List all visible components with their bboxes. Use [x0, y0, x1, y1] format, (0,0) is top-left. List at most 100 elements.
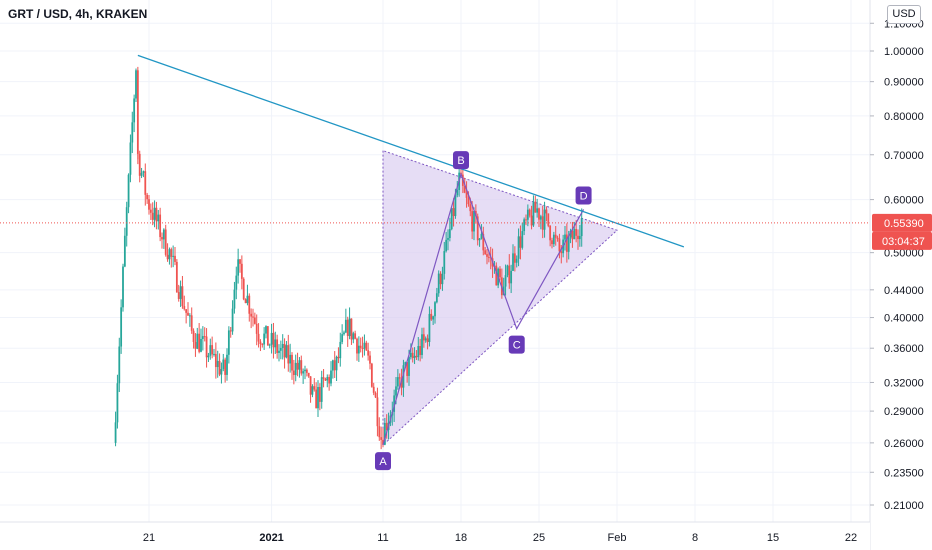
candle-body	[248, 295, 251, 314]
candle-body	[471, 211, 474, 232]
candle-body	[196, 333, 199, 349]
candle-body	[229, 330, 232, 332]
candle-body	[506, 265, 509, 276]
candle-body	[450, 208, 453, 230]
candle-body	[380, 437, 383, 440]
pattern-label-d: D	[580, 190, 588, 202]
candle-body	[415, 355, 418, 358]
price-tick-label: 0.40000	[884, 313, 924, 325]
candle-body	[469, 204, 472, 212]
harmonic-pattern-lines	[382, 172, 585, 446]
time-tick-label: 11	[377, 532, 388, 544]
candle-body	[443, 251, 446, 274]
candle-body	[317, 387, 319, 409]
candle-body	[448, 229, 451, 238]
candle-body	[406, 362, 409, 376]
candle-body	[240, 263, 243, 279]
candle-body	[439, 273, 442, 285]
candle-body	[385, 422, 388, 430]
candle-body	[213, 353, 215, 355]
candle-body	[218, 360, 221, 375]
candle-body	[441, 273, 444, 285]
candle-body	[239, 259, 241, 264]
candle-body	[411, 352, 414, 359]
candle-body	[201, 336, 204, 339]
candle-body	[235, 275, 238, 290]
candle-body	[480, 233, 483, 239]
candle-body	[298, 360, 301, 370]
trendline	[137, 54, 685, 248]
candle-body	[538, 208, 540, 220]
candle-body	[205, 336, 208, 358]
price-tick-label: 0.44000	[884, 285, 924, 297]
candle-body	[330, 370, 332, 384]
candle-body	[220, 369, 223, 375]
candle-body	[123, 235, 126, 267]
candle-body	[281, 343, 284, 348]
candle-body	[222, 359, 225, 370]
candle-body	[359, 345, 362, 348]
candle-body	[289, 354, 292, 364]
candle-body	[504, 275, 507, 287]
candle-body	[396, 377, 399, 387]
candle-body	[170, 249, 173, 257]
descending-trendline	[137, 54, 685, 248]
candle-body	[263, 333, 266, 345]
candle-body	[376, 397, 379, 427]
candle-body	[153, 207, 156, 220]
candle-body	[125, 207, 128, 236]
currency-button[interactable]: USD	[887, 5, 921, 24]
candle-body	[188, 315, 191, 317]
candle-body	[265, 326, 267, 334]
triangle-area	[382, 149, 618, 447]
candle-body	[198, 333, 201, 352]
candle-body	[467, 197, 470, 205]
candle-body	[149, 209, 152, 213]
candle-body	[536, 208, 539, 213]
price-tick-label: 0.32000	[884, 377, 924, 389]
price-tick-label: 0.26000	[884, 438, 924, 450]
candle-body	[311, 386, 314, 395]
candle-body	[417, 346, 420, 358]
triangle-pattern	[382, 149, 618, 447]
candle-body	[335, 356, 338, 371]
candle-body	[515, 258, 518, 263]
candle-body	[437, 273, 440, 294]
chart-title: GRT / USD, 4h, KRAKEN	[8, 7, 148, 21]
candle-body	[326, 377, 329, 381]
candle-body	[114, 422, 117, 443]
candle-body	[363, 342, 366, 349]
candle-body	[434, 302, 436, 317]
candle-body	[131, 122, 134, 143]
candle-body	[428, 313, 431, 342]
candle-body	[445, 239, 448, 252]
candle-body	[525, 219, 527, 221]
candle-body	[120, 307, 123, 347]
candle-body	[285, 345, 288, 358]
candle-body	[207, 355, 210, 358]
candle-body	[214, 353, 217, 368]
candle-body	[372, 386, 375, 393]
price-tick-label: 0.90000	[884, 77, 924, 89]
pattern-label-bg	[508, 335, 525, 354]
candle-body	[419, 346, 422, 355]
candle-body	[270, 332, 273, 345]
candle-body	[328, 377, 331, 384]
candle-body	[324, 378, 327, 381]
candle-body	[402, 365, 405, 388]
candle-body	[307, 372, 310, 377]
candle-body	[558, 238, 561, 252]
candle-body	[408, 357, 410, 376]
price-tick-label: 0.80000	[884, 111, 924, 123]
candle-body	[172, 255, 175, 257]
candle-body	[318, 387, 321, 402]
candle-body	[296, 362, 299, 370]
candle-body	[190, 315, 193, 331]
candle-body	[523, 219, 526, 232]
candle-body	[365, 342, 368, 351]
candle-body	[283, 343, 286, 358]
candle-body	[300, 360, 303, 374]
candle-body	[560, 251, 563, 254]
candle-body	[484, 250, 487, 255]
